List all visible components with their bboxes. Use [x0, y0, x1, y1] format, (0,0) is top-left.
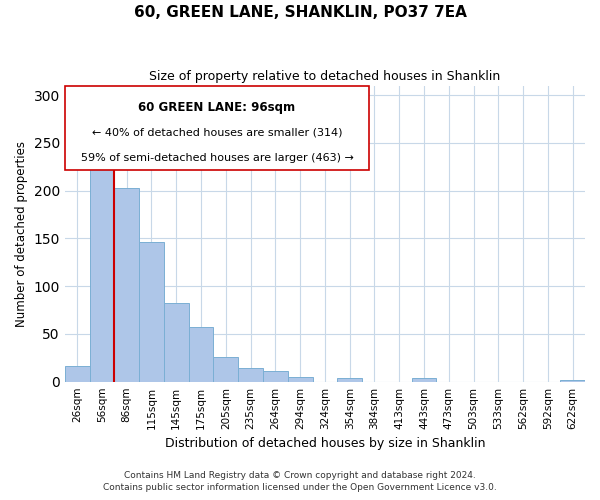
Bar: [288, 377, 313, 382]
Text: 60, GREEN LANE, SHANKLIN, PO37 7EA: 60, GREEN LANE, SHANKLIN, PO37 7EA: [134, 5, 466, 20]
Bar: [188, 327, 214, 382]
Y-axis label: Number of detached properties: Number of detached properties: [15, 140, 28, 326]
Bar: [238, 368, 263, 382]
FancyBboxPatch shape: [65, 86, 369, 170]
Text: Contains public sector information licensed under the Open Government Licence v3: Contains public sector information licen…: [103, 484, 497, 492]
X-axis label: Distribution of detached houses by size in Shanklin: Distribution of detached houses by size …: [164, 437, 485, 450]
Text: 59% of semi-detached houses are larger (463) →: 59% of semi-detached houses are larger (…: [80, 153, 353, 163]
Bar: [560, 380, 585, 382]
Bar: [65, 366, 89, 382]
Bar: [89, 168, 115, 382]
Bar: [164, 304, 188, 382]
Bar: [412, 378, 436, 382]
Text: 60 GREEN LANE: 96sqm: 60 GREEN LANE: 96sqm: [139, 102, 296, 114]
Bar: [263, 371, 288, 382]
Text: Contains HM Land Registry data © Crown copyright and database right 2024.: Contains HM Land Registry data © Crown c…: [124, 472, 476, 480]
Bar: [214, 357, 238, 382]
Text: ← 40% of detached houses are smaller (314): ← 40% of detached houses are smaller (31…: [92, 128, 342, 138]
Title: Size of property relative to detached houses in Shanklin: Size of property relative to detached ho…: [149, 70, 500, 83]
Bar: [115, 188, 139, 382]
Bar: [337, 378, 362, 382]
Bar: [139, 242, 164, 382]
